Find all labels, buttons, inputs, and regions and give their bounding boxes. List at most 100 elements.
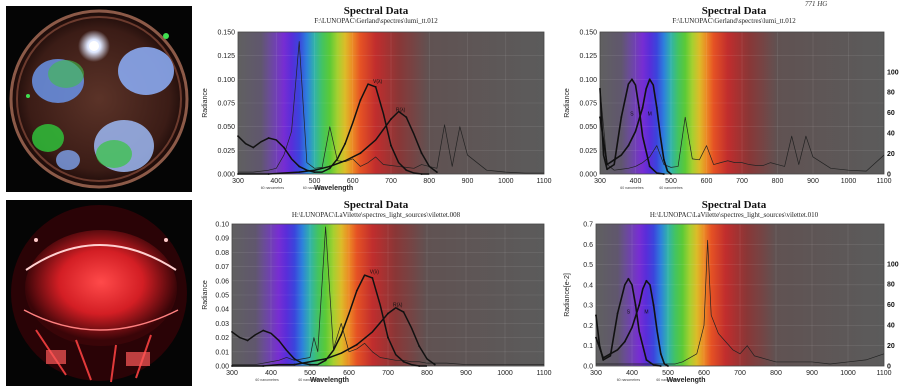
chart-subtitle: H:\LUNOPAC\LaVilette\spectres_light_sour… (291, 211, 461, 219)
spectral-chart-2-plot: 300 400 500 600 700 800 900 1000 11000.0000.0250… (564, 30, 899, 191)
series-point (262, 365, 265, 367)
curve-annotation: S (630, 111, 634, 117)
spectral-chart-3: Spectral Data H:\LUNOPAC\LaVilette\spect… (198, 200, 554, 386)
series-point (390, 144, 392, 147)
series-point (277, 339, 280, 342)
y-tick-label: 0.01 (215, 349, 229, 356)
under-axis-label: 60 nanometres (656, 378, 680, 382)
x-tick-label: 300 (594, 178, 606, 185)
right-tick-label: 40 (887, 323, 895, 330)
series-point (599, 87, 601, 90)
series-point (246, 339, 249, 342)
series-point (309, 363, 311, 366)
chart-title: Spectral Data (701, 199, 767, 211)
series-point (638, 106, 640, 109)
under-axis-label: 60 nanometres (255, 378, 279, 382)
y-tick-label: 0.3 (583, 303, 593, 310)
series-point (420, 173, 423, 175)
right-tick-label: 100 (887, 69, 899, 76)
spectral-chart-1-plot: 300 400 500 600 700 800 900 1000 1100 0.000 0.025 0… (202, 30, 552, 193)
spectral-chart-2: Spectral Data F:\LUNOPAC\Gerland\spectre… (560, 6, 908, 194)
series-point (387, 336, 389, 339)
y-tick-label: 0.025 (579, 148, 597, 155)
series-line-1 (232, 226, 544, 365)
series-point (231, 331, 233, 333)
y-axis-label: Radiance[e-2] (564, 273, 571, 317)
series-point (324, 358, 327, 360)
x-tick-label: 1000 (498, 178, 514, 185)
right-tick-label: 40 (887, 131, 895, 138)
series-point (595, 314, 597, 317)
chart-title: Spectral Data (343, 5, 409, 17)
series-point (324, 359, 327, 362)
under-axis-label: 60 nanometres (303, 186, 327, 190)
series-point (374, 86, 377, 88)
series-point (659, 352, 662, 355)
series-point (638, 304, 641, 307)
series-point (613, 158, 616, 161)
x-tick-label: 700 (734, 370, 746, 377)
series-line-2 (231, 274, 427, 367)
y-axis-label: Radiance (202, 88, 209, 118)
y-tick-label: 0.075 (579, 101, 597, 108)
right-tick-label: 80 (887, 282, 895, 289)
x-tick-label: 800 (421, 370, 433, 377)
right-tick-label: 0 (887, 364, 891, 371)
series-point (645, 279, 648, 282)
y-tick-label: 0.04 (215, 307, 229, 314)
x-tick-label: 1000 (497, 370, 513, 377)
series-point (609, 352, 612, 355)
series-line-2 (237, 83, 430, 175)
y-tick-label: 0.03 (215, 321, 229, 328)
series-point (390, 118, 392, 120)
series-point (620, 116, 623, 119)
under-axis-label: 60 nanometres (298, 378, 322, 382)
x-tick-label: 800 (770, 370, 782, 377)
x-tick-label: 700 (382, 370, 394, 377)
under-axis-label: 60 nanometres (659, 186, 683, 190)
y-axis-label: Radiance (202, 280, 209, 310)
x-tick-label: 800 (423, 178, 435, 185)
series-point (328, 165, 331, 168)
y-tick-label: 0.100 (217, 77, 235, 84)
series-point (405, 116, 408, 119)
series-line-1 (599, 88, 885, 172)
spectrum-background (596, 224, 884, 366)
y-tick-label: 0.07 (215, 264, 229, 271)
x-tick-label: 400 (270, 178, 282, 185)
curve-annotation: M (644, 309, 648, 315)
y-tick-label: 0.125 (579, 53, 597, 60)
x-tick-label: 400 (265, 370, 277, 377)
series-line-3 (595, 280, 669, 367)
curve-annotation: V(λ) (370, 270, 380, 276)
series-point (652, 304, 655, 307)
x-tick-label: 1000 (841, 178, 857, 185)
spectrum-background (232, 224, 544, 366)
y-tick-label: 0.08 (215, 250, 229, 257)
x-tick-label: 300 (226, 370, 238, 377)
series-point (623, 340, 626, 343)
x-tick-label: 700 (736, 178, 748, 185)
series-point (659, 365, 662, 367)
y-tick-label: 0.2 (583, 323, 593, 330)
spectral-chart-3-plot: 300 400 500 600 700 800 900 1000 1100 0.00 0.01 0.0… (202, 222, 552, 385)
series-point (627, 277, 630, 280)
x-tick-label: 400 (630, 178, 642, 185)
y-tick-label: 0.4 (583, 282, 593, 289)
right-tick-label: 80 (887, 90, 895, 97)
x-tick-label: 400 (626, 370, 638, 377)
y-axis-label: Radiance (564, 88, 571, 118)
series-point (599, 116, 601, 119)
y-tick-label: 0.05 (215, 293, 229, 300)
x-axis-label: Wavelength (666, 377, 705, 384)
fisheye-red-building-image (6, 200, 192, 386)
x-tick-label: 600 (698, 370, 710, 377)
series-point (267, 173, 270, 175)
x-axis-label: Wavelength (314, 185, 353, 192)
spectral-chart-1: Spectral Data F:\LUNOPAC\Gerland\spectre… (198, 6, 554, 194)
curve-annotation: S (627, 309, 631, 315)
x-tick-label: 300 (232, 178, 244, 185)
chart-subtitle: F:\LUNOPAC\Gerland\spectres\lumi_tt.012 (672, 17, 796, 25)
series-point (602, 359, 605, 361)
curve-annotation: V(λ) (373, 79, 383, 85)
